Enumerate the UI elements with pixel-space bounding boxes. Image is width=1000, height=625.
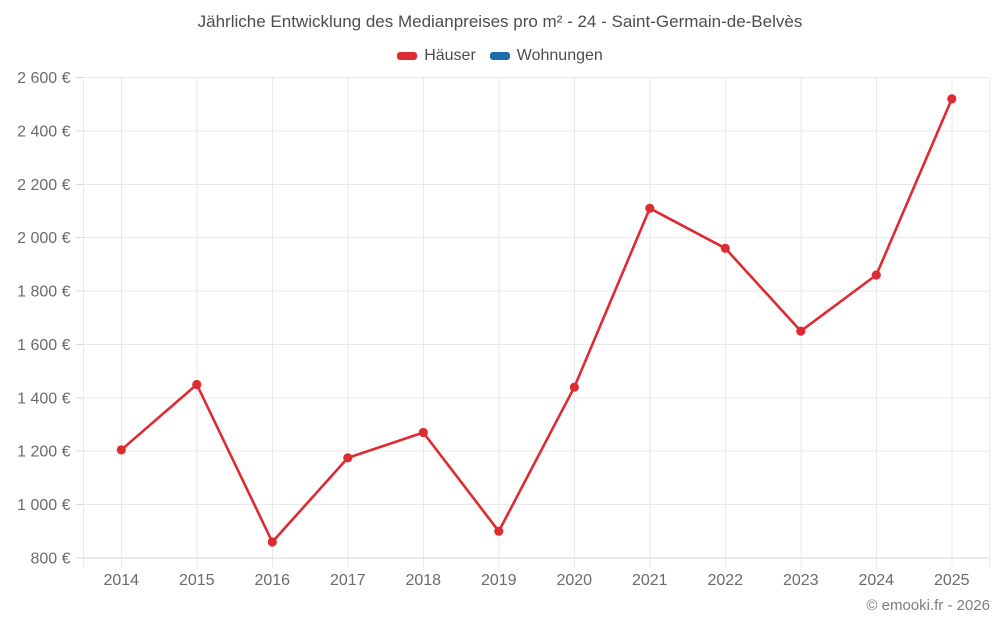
x-axis-label: 2024 [858, 572, 894, 589]
data-point-2015[interactable] [192, 379, 202, 390]
x-axis-label: 2018 [405, 572, 441, 589]
x-axis-label: 2015 [179, 572, 215, 589]
y-axis-label: 1 000 € [17, 497, 70, 514]
data-point-2014[interactable] [116, 445, 126, 455]
legend-label-wohnungen: Wohnungen [516, 47, 603, 64]
legend-item-haeuser[interactable]: Häuser [397, 47, 476, 65]
x-axis-label: 2016 [254, 572, 290, 589]
x-axis-label: 2020 [556, 572, 592, 589]
legend-swatch-haeuser-icon [397, 52, 418, 60]
data-point-2019[interactable] [494, 526, 504, 536]
copyright-text: © emooki.fr - 2026 [866, 597, 990, 614]
x-axis-label: 2017 [330, 572, 366, 589]
data-point-2022[interactable] [720, 243, 730, 253]
y-axis-label: 2 000 € [17, 230, 70, 247]
x-axis-label: 2014 [103, 572, 139, 589]
chart-legend: Häuser Wohnungen [0, 46, 1000, 66]
x-axis-label: 2025 [934, 572, 970, 589]
data-point-2023[interactable] [796, 326, 806, 336]
x-axis-label: 2019 [481, 572, 517, 589]
x-axis-label: 2022 [707, 572, 743, 589]
x-axis-label: 2023 [783, 572, 819, 589]
series-line-häuser [120, 97, 954, 544]
y-axis-label: 2 400 € [17, 123, 70, 140]
y-axis-label: 2 200 € [17, 177, 70, 194]
chart-title: Jährliche Entwicklung des Medianpreises … [197, 12, 803, 31]
y-axis-label: 1 600 € [17, 337, 70, 354]
legend-item-wohnungen[interactable]: Wohnungen [489, 47, 603, 65]
data-point-2016[interactable] [267, 537, 277, 547]
legend-swatch-wohnungen-icon [489, 52, 510, 60]
x-axis-label: 2021 [632, 572, 668, 589]
data-point-2021[interactable] [645, 203, 655, 213]
data-point-2017[interactable] [343, 453, 353, 463]
y-axis-label: 1 200 € [17, 444, 70, 461]
y-axis-label: 1 400 € [17, 390, 70, 407]
data-point-2020[interactable] [569, 382, 579, 392]
y-axis-label: 2 600 € [17, 70, 70, 87]
data-point-2025[interactable] [947, 94, 957, 104]
y-axis-label: 1 800 € [17, 284, 70, 301]
y-axis-label: 800 € [30, 551, 70, 568]
legend-label-haeuser: Häuser [424, 47, 476, 64]
data-point-2024[interactable] [871, 270, 881, 280]
data-point-2018[interactable] [418, 427, 428, 438]
